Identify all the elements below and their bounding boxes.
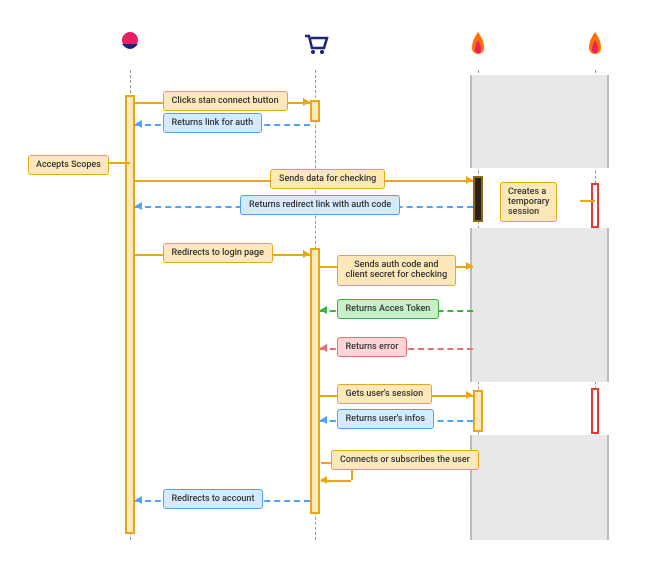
actor-0 <box>85 30 175 62</box>
arrow-head-icon <box>303 98 310 106</box>
message-label: Redirects to login page <box>163 243 273 263</box>
note-connector <box>580 200 595 202</box>
message-label: Redirects to account <box>163 489 264 509</box>
sequence-diagram: Clicks stan connect buttonReturns link f… <box>0 0 650 561</box>
activation-bar <box>473 390 483 432</box>
message-label: Returns redirect link with auth code <box>240 195 400 215</box>
combined-fragment <box>470 435 609 540</box>
actor-icon <box>581 30 609 58</box>
arrow-head-icon <box>135 202 142 210</box>
side-note: Accepts Scopes <box>28 155 109 175</box>
activation-bar <box>310 248 320 514</box>
combined-fragment <box>470 228 609 382</box>
combined-fragment <box>470 75 609 168</box>
actor-icon <box>116 30 144 58</box>
message-label: Sends auth code and client secret for ch… <box>337 255 457 286</box>
activation-bar <box>310 100 320 122</box>
actor-icon <box>301 30 329 58</box>
actor-3 <box>550 30 640 62</box>
activation-bar <box>473 176 483 222</box>
activation-bar <box>125 95 135 534</box>
message-label: Returns error <box>337 337 408 357</box>
arrow-head-icon <box>320 344 327 352</box>
arrow-head-icon <box>135 496 142 504</box>
message-label: Clicks stan connect button <box>163 91 288 111</box>
message-label: Returns user's infos <box>337 409 434 429</box>
arrow-head-icon <box>320 416 327 424</box>
arrow-head-icon <box>466 176 473 184</box>
note-connector <box>108 162 130 164</box>
arrow-head-icon <box>303 250 310 258</box>
actor-2 <box>433 30 523 62</box>
activation-bar <box>591 388 599 434</box>
message-label: Gets user's session <box>337 384 433 404</box>
arrow-head-icon <box>135 120 142 128</box>
arrow-head-icon <box>466 391 473 399</box>
activation-bar <box>591 183 599 228</box>
message-label: Returns link for auth <box>163 113 263 133</box>
actor-1 <box>270 30 360 62</box>
arrow-head-icon <box>320 306 327 314</box>
message-label: Sends data for checking <box>270 169 385 189</box>
message-label: Returns Acces Token <box>337 299 440 319</box>
actor-icon <box>464 30 492 58</box>
arrow-head-icon <box>466 262 473 270</box>
side-note: Creates a temporary session <box>500 182 557 222</box>
message-label: Connects or subscribes the user <box>331 450 479 470</box>
